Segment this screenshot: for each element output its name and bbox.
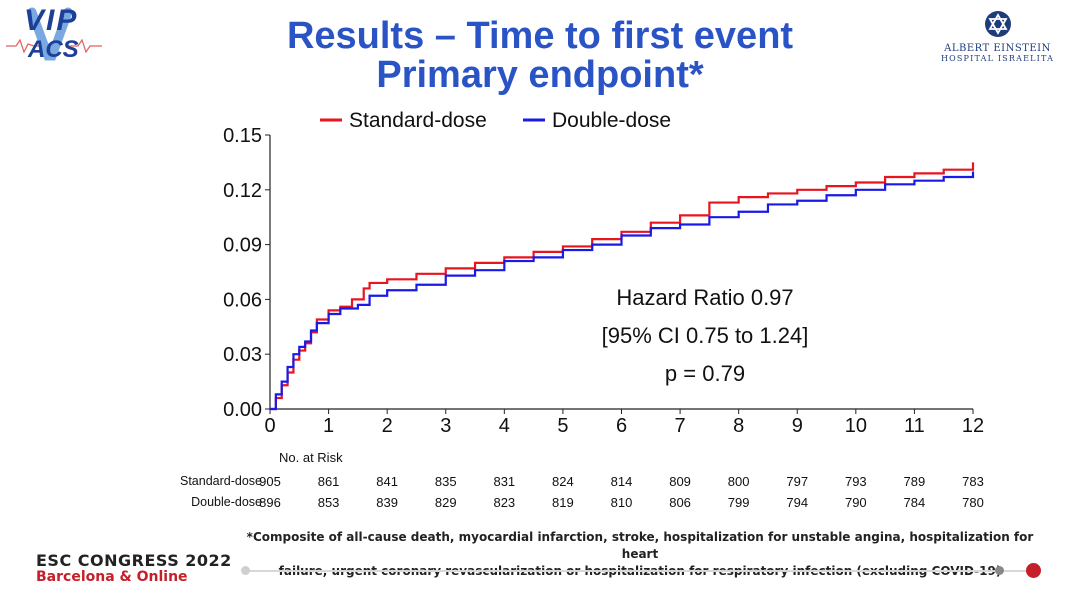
risk-cell: 896 <box>259 495 281 510</box>
star-of-david-icon <box>984 11 1011 37</box>
risk-cell: 841 <box>376 474 398 489</box>
risk-table: No. at Risk Standard-dose 905 861 841 835 831… <box>170 438 990 520</box>
legend-label-standard-dose: Standard-dose <box>349 109 487 132</box>
series-line-double-dose <box>270 171 975 411</box>
x-tick-label: 12 <box>962 415 984 437</box>
risk-cell: 783 <box>962 474 984 489</box>
vip-acs-logo-text: VIP ACS <box>24 6 79 64</box>
risk-cell: 835 <box>434 474 457 489</box>
x-tick-label: 9 <box>792 415 803 437</box>
hazard-annotation-3: p = 0.79 <box>665 361 745 386</box>
congress-name: ESC CONGRESS 2022 <box>36 551 232 570</box>
km-chart: 0.00 0.03 0.06 0.09 0.12 0.15 0 1 2 3 4 5 6 7 8 9 10 11 12… <box>205 99 1007 449</box>
progress-dot-grey <box>995 566 1004 575</box>
risk-cell: 794 <box>786 495 809 510</box>
risk-cell: 829 <box>434 495 457 510</box>
vip-acs-logo-graphic <box>6 7 102 61</box>
slide-title-line2: Primary endpoint* <box>376 54 704 96</box>
risk-cell: 784 <box>903 495 926 510</box>
chart-background <box>205 99 1007 449</box>
x-tick-label: 7 <box>675 415 686 437</box>
ae-logo-sub: HOSPITAL ISRAELITA <box>940 54 1055 63</box>
km-chart-svg: 0.000.030.060.090.120.150 1 2 3 4 5 6 7 8 9 10 11 12… <box>205 99 1007 449</box>
risk-row-label: Double-dose <box>191 495 262 509</box>
risk-cell: 861 <box>317 474 340 489</box>
risk-cell: 800 <box>727 474 750 489</box>
legend-label-double-dose: Double-dose <box>552 109 671 132</box>
series-line-standard-dose <box>270 162 975 411</box>
risk-cell: 853 <box>317 495 340 510</box>
x-tick-label: 4 <box>499 415 510 437</box>
x-tick-label: 8 <box>733 415 744 437</box>
progress-dot-current <box>1026 563 1041 578</box>
hazard-annotation-1: Hazard Ratio 0.97 <box>616 285 793 310</box>
x-tick-label: 10 <box>845 415 867 437</box>
x-tick-label: 11 <box>904 415 925 437</box>
risk-cell: 905 <box>259 474 281 489</box>
y-tick-label: 0.15 <box>223 125 262 147</box>
footnote-line1: *Composite of all-cause death, myocardia… <box>246 530 1034 561</box>
risk-cell: 806 <box>669 495 691 510</box>
hazard-annotation-2: [95% CI 0.75 to 1.24] <box>602 323 809 348</box>
risk-cell: 810 <box>610 495 633 510</box>
congress-place: Barcelona & Online <box>36 569 188 585</box>
x-tick-label: 2 <box>382 415 393 437</box>
y-tick-label: 0.06 <box>223 289 262 311</box>
risk-cell: 793 <box>844 474 867 489</box>
vip-logo-line1: VIP <box>24 4 79 37</box>
vip-acs-logo: VIP ACS <box>6 6 106 78</box>
x-tick-label: 0 <box>264 415 275 437</box>
risk-cell: 790 <box>844 495 867 510</box>
slide-title: Results – Time to first event Primary en… <box>230 16 850 94</box>
x-tick-label: 6 <box>616 415 627 437</box>
risk-table-title: No. at Risk <box>279 450 343 465</box>
y-tick-label: 0.00 <box>223 399 262 421</box>
risk-cell: 797 <box>786 474 809 489</box>
y-tick-label: 0.09 <box>223 235 262 257</box>
risk-cell: 789 <box>903 474 926 489</box>
slide-title-line1: Results – Time to first event <box>286 15 794 57</box>
x-tick-label: 5 <box>557 415 568 437</box>
risk-row-label: Standard-dose <box>179 474 262 488</box>
risk-cell: 831 <box>493 474 516 489</box>
x-tick-label: 3 <box>440 415 451 437</box>
progress-dot-start <box>241 566 250 575</box>
ae-logo-name: ALBERT EINSTEIN <box>944 43 1051 54</box>
risk-cell: 780 <box>962 495 984 510</box>
y-tick-label: 0.12 <box>223 180 262 202</box>
vip-logo-line2: ACS <box>28 36 79 63</box>
x-tick-label: 1 <box>323 415 334 437</box>
risk-cell: 799 <box>727 495 750 510</box>
bottom-divider <box>245 570 1035 572</box>
albert-einstein-logo: ALBERT EINSTEIN HOSPITAL ISRAELITA <box>940 10 1055 66</box>
footnote: *Composite of all-cause death, myocardia… <box>240 529 1040 580</box>
risk-cell: 809 <box>669 474 691 489</box>
risk-cell: 839 <box>376 495 398 510</box>
risk-cell: 823 <box>493 495 516 510</box>
risk-cell: 814 <box>610 474 633 489</box>
risk-cell: 819 <box>552 495 574 510</box>
y-tick-label: 0.03 <box>223 344 262 366</box>
risk-cell: 824 <box>552 474 574 489</box>
